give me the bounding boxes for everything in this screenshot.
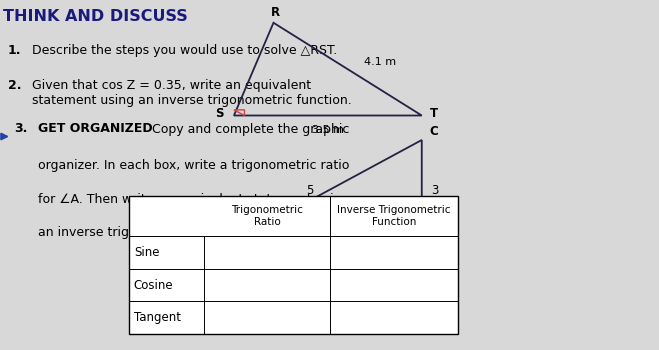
Text: Sine: Sine bbox=[134, 246, 159, 259]
Text: an inverse trigonometric function.: an inverse trigonometric function. bbox=[38, 226, 252, 239]
Text: C: C bbox=[430, 125, 438, 138]
Text: Given that cos Z = 0.35, write an equivalent
statement using an inverse trigonom: Given that cos Z = 0.35, write an equiva… bbox=[32, 79, 351, 107]
Text: THINK AND DISCUSS: THINK AND DISCUSS bbox=[3, 9, 188, 24]
Text: 2.: 2. bbox=[8, 79, 21, 92]
Text: 4: 4 bbox=[324, 251, 331, 264]
Text: organizer. In each box, write a trigonometric ratio: organizer. In each box, write a trigonom… bbox=[38, 159, 349, 172]
Text: for ∠A. Then write an equivalent statement using: for ∠A. Then write an equivalent stateme… bbox=[38, 193, 350, 205]
Text: Tangent: Tangent bbox=[134, 311, 181, 324]
Text: B: B bbox=[430, 246, 439, 259]
Bar bbox=[129, 196, 458, 334]
Text: Cosine: Cosine bbox=[134, 279, 173, 292]
Text: S: S bbox=[215, 107, 224, 120]
Text: A: A bbox=[217, 246, 226, 259]
Text: Copy and complete the graphic: Copy and complete the graphic bbox=[148, 122, 350, 135]
Text: Describe the steps you would use to solve △RST.: Describe the steps you would use to solv… bbox=[32, 44, 337, 57]
Text: 3: 3 bbox=[431, 184, 438, 197]
Text: GET ORGANIZED: GET ORGANIZED bbox=[38, 122, 153, 135]
Text: T: T bbox=[430, 107, 438, 120]
Text: R: R bbox=[271, 6, 280, 19]
Bar bbox=[129, 196, 458, 334]
Text: 1.: 1. bbox=[8, 44, 21, 57]
Text: Inverse Trigonometric
Function: Inverse Trigonometric Function bbox=[337, 205, 451, 228]
Text: 3.: 3. bbox=[14, 122, 28, 135]
Text: 4.1 m: 4.1 m bbox=[364, 57, 396, 67]
Text: 3.5 m: 3.5 m bbox=[312, 125, 344, 135]
Text: Trigonometric
Ratio: Trigonometric Ratio bbox=[231, 205, 303, 228]
Text: 5: 5 bbox=[306, 184, 314, 197]
